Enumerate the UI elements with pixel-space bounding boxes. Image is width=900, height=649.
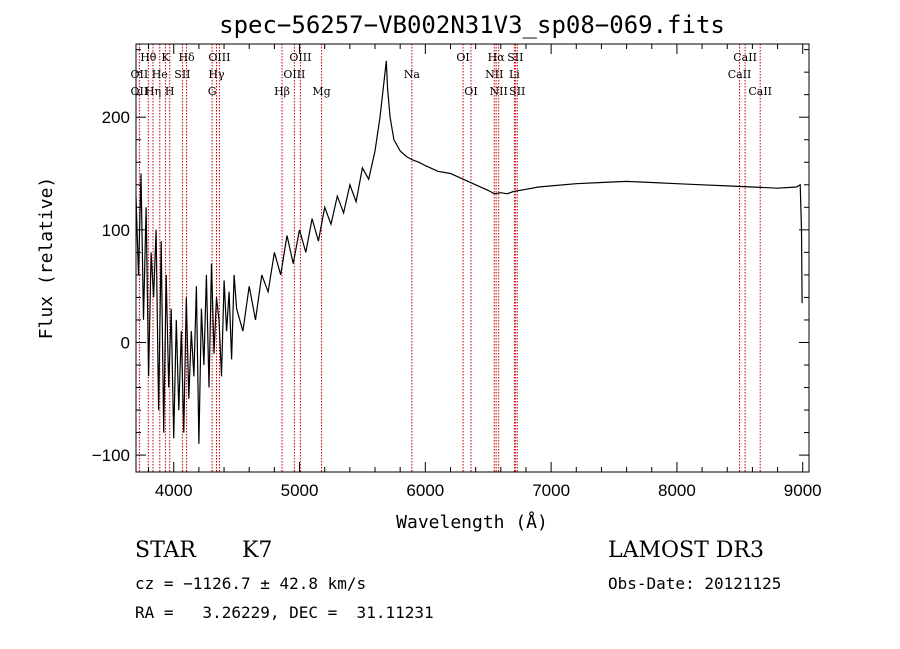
line-label: NII	[490, 85, 508, 98]
line-label: Mg	[312, 85, 330, 98]
x-tick-label: 8000	[658, 481, 696, 500]
line-label: OI	[456, 51, 469, 64]
chart-title: spec−56257−VB002N31V3_sp08−069.fits	[219, 11, 725, 39]
flux-series-line	[135, 60, 803, 444]
line-label: Hβ	[274, 85, 290, 98]
line-label: SII	[507, 51, 523, 64]
axis-ticks: 4000 5000 6000 7000 8000 9000 −100 0 100 200	[92, 44, 822, 500]
y-tick-label: 100	[102, 221, 130, 240]
line-label: SII	[509, 85, 525, 98]
line-label: SII	[174, 68, 190, 81]
line-label: H	[165, 85, 175, 98]
line-label: Hδ	[178, 51, 195, 64]
line-label: Li	[509, 68, 520, 81]
x-tick-label: 4000	[155, 481, 193, 500]
y-tick-label: 0	[121, 333, 130, 352]
x-axis-label: Wavelength (Å)	[396, 511, 548, 533]
x-tick-label: 9000	[784, 481, 822, 500]
line-label: G	[208, 85, 217, 98]
line-label: OIII	[208, 51, 230, 64]
line-label: CaII	[748, 85, 772, 98]
survey-label: LAMOST DR3	[608, 538, 764, 563]
plot-frame	[135, 43, 810, 473]
line-label: Hγ	[208, 68, 225, 81]
object-subclass: K7	[242, 538, 273, 563]
line-label: OIII	[289, 51, 311, 64]
line-label: Na	[404, 68, 421, 81]
line-label: He	[152, 68, 168, 81]
redshift-cz: cz = −1126.7 ± 42.8 km/s	[135, 574, 367, 593]
obs-date: Obs-Date: 20121125	[608, 574, 782, 593]
line-label: OIII	[283, 68, 305, 81]
line-label: NII	[485, 68, 503, 81]
x-tick-label: 5000	[281, 481, 319, 500]
y-axis-label: Flux (relative)	[36, 177, 57, 340]
line-label: Hη	[145, 85, 161, 98]
line-label: OI	[464, 85, 477, 98]
line-label: Hθ	[140, 51, 157, 64]
ra-dec: RA = 3.26229, DEC = 31.11231	[135, 603, 434, 622]
y-tick-label: −100	[92, 446, 130, 465]
spectral-line-markers	[138, 44, 761, 472]
line-label: OII	[131, 68, 149, 81]
line-label: CaII	[728, 68, 752, 81]
object-class: STAR	[135, 538, 196, 563]
x-tick-label: 7000	[532, 481, 570, 500]
x-tick-label: 6000	[406, 481, 444, 500]
line-label: OII	[131, 85, 149, 98]
line-label: K	[161, 51, 170, 64]
line-label: CaII	[733, 51, 757, 64]
line-label: Hα	[488, 51, 506, 64]
y-tick-label: 200	[102, 108, 130, 127]
